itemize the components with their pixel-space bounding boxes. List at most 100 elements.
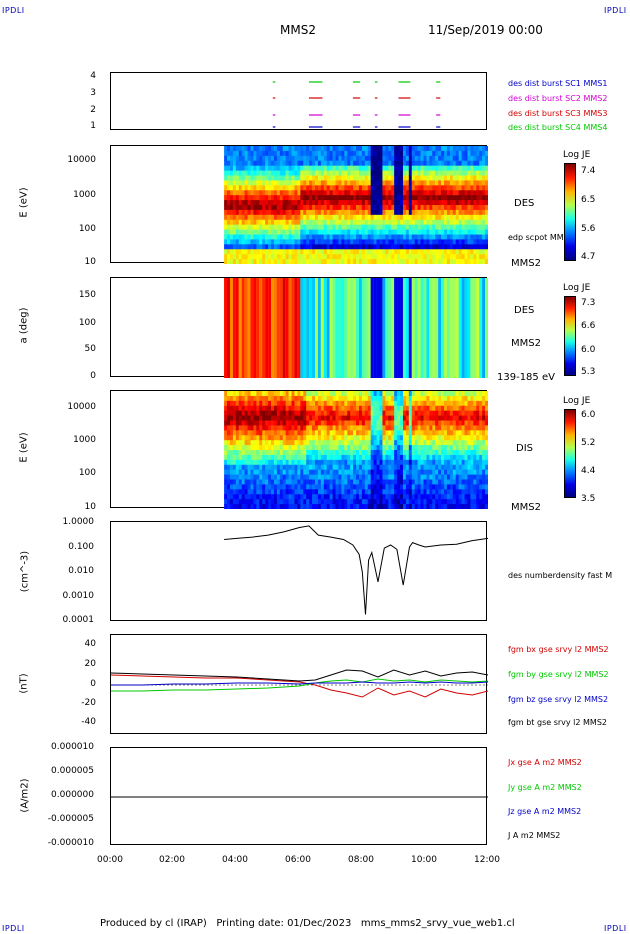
dis-energy-svg-cell [432,410,436,417]
dis-energy-svg-cell [461,425,466,431]
dis-energy-svg-cell [262,469,266,476]
des-energy-svg-cell [423,205,428,211]
dis-energy-svg-cell [353,484,357,490]
dis-energy-svg-cell [455,415,460,422]
dis-energy-svg-cell [303,504,307,509]
des-pitch-svg-col [414,278,419,378]
des-energy-svg-cell [479,200,483,206]
dis-energy-svg-cell [285,450,290,456]
dis-energy-svg-cell [312,479,316,486]
dis-energy-svg-cell [268,494,272,500]
dis-energy-svg-cell [435,415,439,422]
dis-energy-svg-cell [429,420,433,427]
dis-energy-svg-cell [429,484,433,490]
dis-energy-svg-cell [473,430,477,436]
des-energy-svg-cell [294,165,299,172]
des-energy-svg-cell [405,244,410,250]
dis-energy-svg-cell [405,499,410,505]
dis-energy-svg-cell [376,415,381,422]
dis-energy-svg-cell [353,479,357,486]
des-energy-svg-cell [353,170,357,177]
des-energy-svg-cell [253,229,257,236]
des-energy-svg-cell [232,234,237,241]
des-energy-svg-cell [449,209,454,216]
dis-energy-svg-cell [405,395,410,402]
des-energy-svg-cell [282,254,287,260]
des-pitch-svg-col [285,278,290,378]
dis-energy-svg-cell [288,415,293,422]
des-energy-svg-cell [268,170,272,177]
des-energy-svg-cell [303,259,307,264]
dis-energy-svg-cell [347,420,351,427]
dis-energy-svg-cell [473,405,477,412]
dis-energy-svg-cell [320,395,325,402]
des-energy-svg-cell [400,234,404,241]
dis-energy-svg-cell [449,494,454,500]
dis-energy-svg-cell [294,391,299,397]
dis-energy-svg-cell [356,494,360,500]
des-energy-svg-cell [417,185,422,191]
dis-energy-svg-cell [256,440,260,446]
dis-energy-svg-cell [247,415,252,422]
des-energy-svg-cell [268,190,272,196]
dis-energy-svg-cell [320,499,325,505]
des-energy-svg-cell [285,185,290,191]
dis-energy-svg-cell [385,499,389,505]
des-pitch-svg-col [309,278,313,378]
dis-energy-svg-cell [276,420,281,427]
dis-energy-svg-cell [400,494,404,500]
des-energy-svg-cell [241,234,246,241]
dis-energy-svg-cell [408,489,413,495]
des-energy-svg-cell [344,219,348,226]
des-energy-svg-cell [370,146,375,152]
des-energy-svg-cell [314,185,319,191]
des-energy-svg-cell [435,180,439,186]
des-energy-svg-cell [227,190,231,196]
dis-energy-svg-cell [408,425,413,431]
dis-energy-svg-cell [485,479,488,486]
dis-energy-svg-cell [452,454,457,461]
des-energy-svg-cell [485,219,488,226]
dis-energy-svg-cell [253,435,257,441]
des-energy-svg-cell [344,165,348,172]
dis-energy-svg-cell [411,450,416,456]
des-energy-svg-cell [347,200,351,206]
des-energy-svg-cell [408,239,413,245]
des-energy-svg-cell [314,224,319,231]
des-energy-svg-cell [364,185,369,191]
dis-energy-svg-cell [332,489,337,495]
dis-energy-svg-cell [309,499,313,505]
dis-energy-svg-cell [244,504,249,509]
dis-energy-svg-cell [446,445,451,451]
des-energy-svg-cell [382,185,386,191]
des-energy-svg-cell [273,244,278,250]
dis-energy-svg-cell [444,440,448,446]
des-energy-svg-cell [397,209,401,216]
dis-energy-svg-cell [338,425,342,431]
des-energy-svg-cell [241,224,246,231]
dis-energy-svg-cell [358,469,363,476]
des-energy-svg-cell [253,160,257,167]
burst-ytick-4: 4 [90,71,96,81]
des-energy-svg-cell [329,234,334,241]
des-energy-svg-cell [444,195,448,201]
dis-energy-svg-cell [441,489,445,495]
des-energy-svg-cell [338,234,342,241]
des-energy-svg-cell [364,229,369,236]
dis-energy-svg-cell [452,420,457,427]
dis-energy-svg-cell [265,405,269,412]
des-energy-svg-cell [400,229,404,236]
dis-energy-svg-cell [408,464,413,471]
dis-energy-svg-cell [467,479,472,486]
des-energy-svg-cell [320,214,325,221]
des-pitch-svg-col [288,278,293,378]
dis-energy-svg-cell [332,484,337,490]
dis-energy-svg-cell [300,484,304,490]
fgm-legend-bx: fgm bx gse srvy l2 MMS2 [508,645,609,654]
des-energy-svg-cell [452,244,457,250]
dis-energy-svg-cell [320,484,325,490]
dis-energy-svg-cell [364,405,369,412]
des-energy-svg-cell [247,195,252,201]
dis-energy-svg-cell [276,459,281,466]
des-energy-svg-cell [229,239,234,245]
